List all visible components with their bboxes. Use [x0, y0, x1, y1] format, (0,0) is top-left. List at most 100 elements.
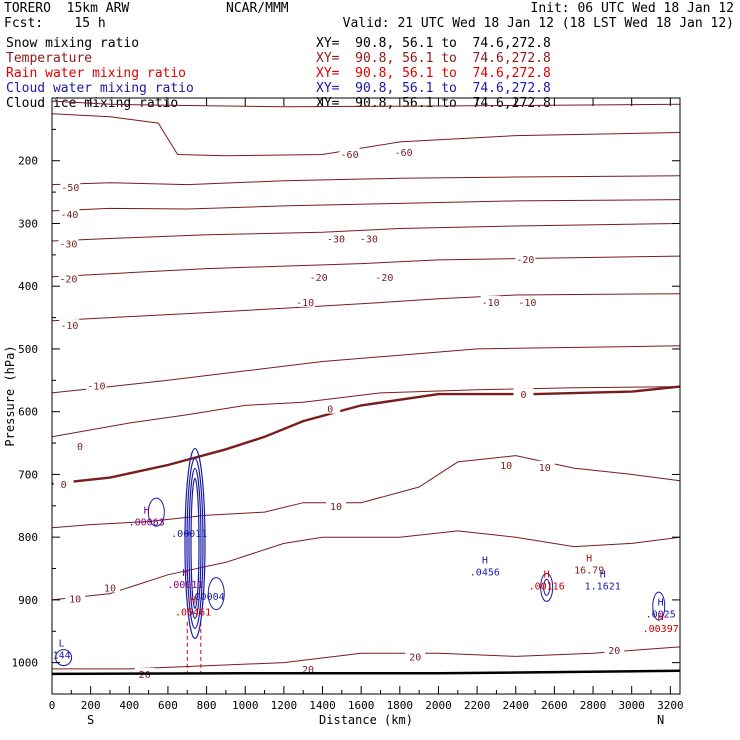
contour-label: -20	[516, 255, 534, 266]
temperature-contour	[51, 175, 681, 186]
contour-label-bg	[295, 295, 316, 307]
cloud-water-contour	[188, 467, 202, 620]
y-tick-label: 200	[18, 155, 38, 168]
contour-label: 10	[69, 595, 81, 606]
contour-label-bg	[59, 319, 80, 331]
contour-label: -10	[296, 298, 314, 309]
contour-label-bg	[320, 402, 341, 414]
y-tick-label: 600	[18, 406, 38, 419]
temperature-contour	[52, 646, 681, 670]
y-tick-label: 800	[18, 531, 38, 544]
field-xy-range: XY= 90.8, 56.1 to 74.6,272.8	[316, 81, 551, 96]
extreme-value: .00011	[167, 580, 203, 591]
field-xy-range: XY= 90.8, 56.1 to 74.6,272.8	[316, 36, 551, 51]
contour-label: -10	[87, 381, 105, 392]
y-tick-label: 1000	[12, 657, 39, 670]
extreme-marker: H	[658, 612, 664, 623]
x-tick-label: 2800	[580, 699, 607, 712]
field-xy-range: XY= 90.8, 56.1 to 74.6,272.8	[316, 51, 551, 66]
cloud-water-contour	[543, 578, 551, 596]
x-tick-label: 2400	[503, 699, 530, 712]
field-xy-range: XY= 90.8, 56.1 to 74.6,272.8	[316, 96, 551, 111]
x-tick-label: 2000	[425, 699, 452, 712]
contour-label: 10	[104, 583, 116, 594]
contour-label-bg	[53, 477, 74, 489]
contour-label: -30	[59, 240, 77, 251]
x-tick-label: 600	[158, 699, 178, 712]
x-end-label-south: S	[87, 713, 94, 727]
cloud-water-contour	[540, 572, 554, 602]
contour-label-bg	[59, 208, 80, 220]
contour-label: 0	[77, 442, 83, 453]
contour-label: -20	[59, 275, 77, 286]
field-name: Cloud water mixing ratio	[6, 81, 194, 96]
contour-label: 10	[330, 502, 342, 513]
extreme-value: .00116	[529, 581, 565, 592]
x-tick-label: 3200	[657, 699, 684, 712]
extreme-marker: H	[586, 554, 592, 565]
contour-label: -60	[395, 148, 413, 159]
contour-label-bg	[326, 232, 347, 244]
contour-label: -20	[375, 273, 393, 284]
contour-label-bg	[70, 440, 91, 452]
y-tick-label: 700	[18, 468, 38, 481]
extreme-value: 144	[53, 650, 71, 661]
extreme-marker: H	[144, 505, 150, 516]
header-model: TORERO 15km ARW	[4, 1, 130, 16]
temperature-contour	[51, 293, 681, 322]
y-tick-label: 400	[18, 280, 38, 293]
contour-label: -60	[341, 150, 359, 161]
contour-label-bg	[308, 270, 329, 282]
cloud-water-contour	[147, 497, 165, 527]
extreme-value: 16.79	[574, 566, 604, 577]
contour-label-bg	[60, 181, 81, 193]
y-axis-title: Pressure (hPa)	[3, 345, 17, 446]
extreme-value: 1.1621	[585, 581, 621, 592]
x-tick-label: 200	[81, 699, 101, 712]
contour-label-bg	[86, 379, 107, 391]
contour-label: 10	[539, 463, 551, 474]
x-tick-label: 2600	[541, 699, 568, 712]
field-xy-range: XY= 90.8, 56.1 to 74.6,272.8	[316, 66, 551, 81]
contour-label: 20	[409, 652, 421, 663]
contour-label: -30	[360, 235, 378, 246]
contour-label-bg	[513, 388, 534, 400]
surface-line	[51, 669, 681, 676]
contour-label-bg	[496, 459, 517, 471]
contour-label-bg	[515, 253, 536, 265]
x-tick-label: 1800	[387, 699, 414, 712]
temperature-contour	[51, 113, 681, 157]
x-tick-label: 2200	[464, 699, 491, 712]
extreme-value: .00063	[129, 517, 165, 528]
cloud-water-contour	[207, 577, 225, 611]
contour-label-bg	[480, 295, 501, 307]
x-axis-title: Distance (km)	[319, 713, 413, 727]
cloud-water-contour	[190, 477, 200, 610]
cloud-water-contour	[652, 591, 666, 621]
contour-label: -10	[60, 321, 78, 332]
contour-label: -10	[518, 298, 536, 309]
contour-label-bg	[58, 272, 79, 284]
x-end-label-north: N	[657, 713, 664, 727]
y-tick-label: 300	[18, 217, 38, 230]
contour-label: -10	[482, 298, 500, 309]
plot-frame	[51, 97, 681, 695]
x-tick-label: 1400	[309, 699, 336, 712]
extreme-marker: L	[59, 638, 65, 649]
x-tick-label: 1000	[232, 699, 259, 712]
contour-label-bg	[517, 295, 538, 307]
contour-label-bg	[65, 592, 86, 604]
extreme-marker: H	[182, 568, 188, 579]
temperature-contour	[51, 199, 681, 212]
extreme-value: .05461	[175, 608, 211, 619]
temperature-contour	[51, 455, 681, 529]
field-name: Rain water mixing ratio	[6, 66, 187, 81]
contour-label: 0	[61, 480, 67, 491]
extreme-marker: H	[658, 598, 664, 609]
contour-label: 0	[520, 390, 526, 401]
temperature-contour	[51, 345, 681, 394]
x-tick-label: 3000	[618, 699, 645, 712]
contour-label: 20	[139, 670, 151, 681]
temperature-contour	[51, 223, 681, 242]
contour-label: -40	[60, 210, 78, 221]
